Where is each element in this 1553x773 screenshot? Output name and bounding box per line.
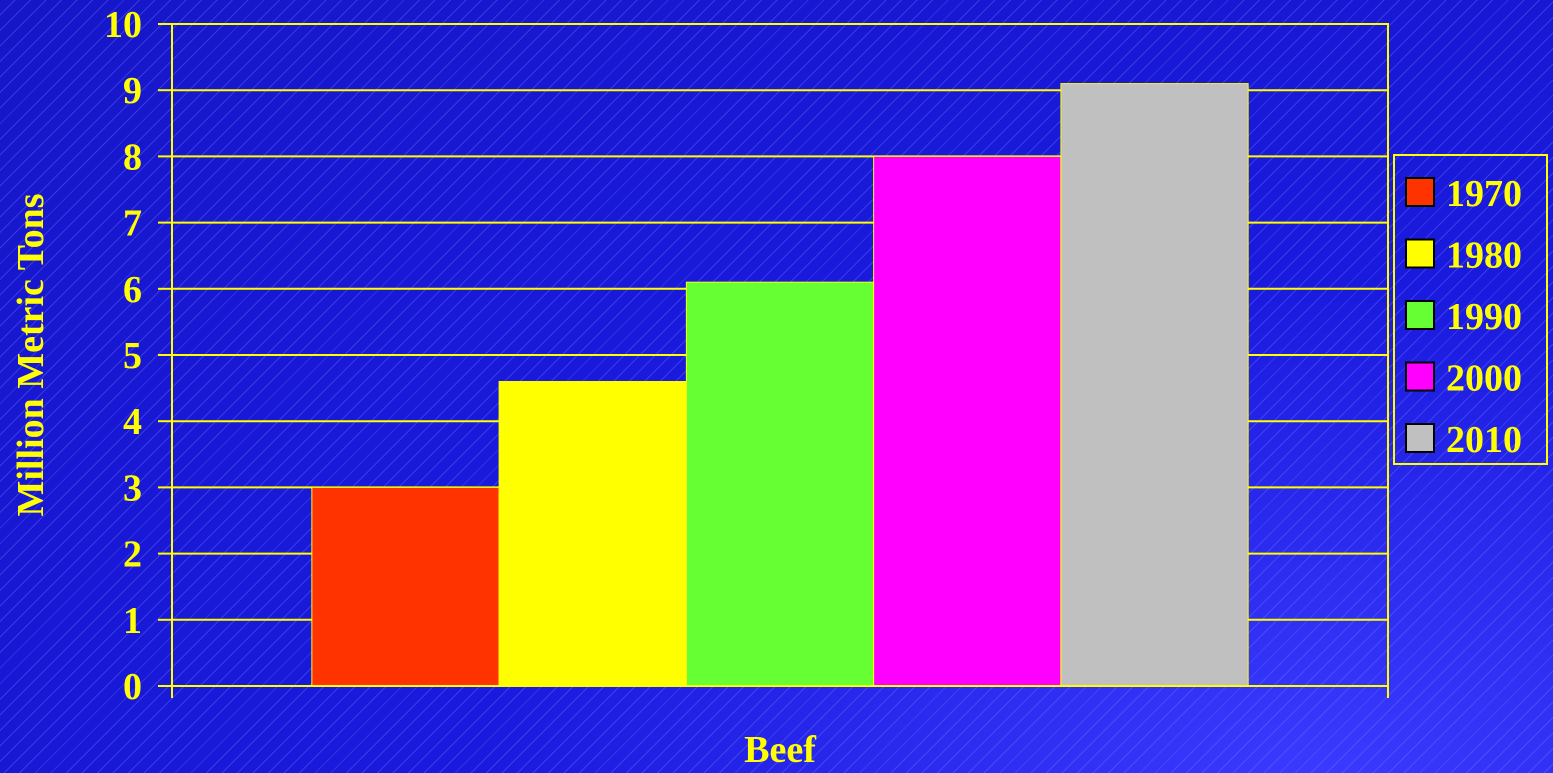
bar-1980 <box>498 380 687 687</box>
y-tick-label: 0 <box>123 666 142 708</box>
x-axis-title: Beef <box>744 729 817 771</box>
y-tick-label: 5 <box>123 335 142 377</box>
legend-swatch-2010 <box>1405 423 1435 453</box>
legend-swatch-2000 <box>1405 361 1435 392</box>
legend-label-2010: 2010 <box>1446 419 1522 461</box>
legend-label-1980: 1980 <box>1446 235 1522 277</box>
y-tick-label: 8 <box>123 136 142 178</box>
y-tick-label: 9 <box>123 70 142 112</box>
bars <box>311 83 1249 687</box>
legend-swatch-1990 <box>1405 300 1435 330</box>
legend-swatch-1970 <box>1405 177 1435 207</box>
legend: 1970 1980 1990 2000 2010 <box>1393 154 1548 465</box>
bar-2010 <box>1060 83 1249 687</box>
y-tick-label: 3 <box>123 467 142 509</box>
y-axis-title: Million Metric Tons <box>10 194 52 517</box>
y-tick-label: 2 <box>123 534 142 576</box>
legend-label-1970: 1970 <box>1446 173 1522 215</box>
y-tick-labels: 0 1 2 3 4 5 6 7 8 9 10 <box>104 4 142 708</box>
y-tick-label: 7 <box>123 203 142 245</box>
legend-swatch-1980 <box>1405 238 1435 269</box>
bar-1970 <box>311 486 500 687</box>
bar-1990 <box>685 281 875 687</box>
legend-frame <box>1393 154 1548 465</box>
bar-2000 <box>873 155 1062 687</box>
y-tick-label: 10 <box>104 4 142 46</box>
y-tick-label: 4 <box>123 401 142 443</box>
legend-label-2000: 2000 <box>1446 358 1522 400</box>
y-tick-label: 6 <box>123 269 142 311</box>
y-tick-label: 1 <box>123 600 142 642</box>
legend-label-1990: 1990 <box>1446 296 1522 338</box>
plot-frame <box>171 23 1389 687</box>
axes <box>171 23 1389 698</box>
